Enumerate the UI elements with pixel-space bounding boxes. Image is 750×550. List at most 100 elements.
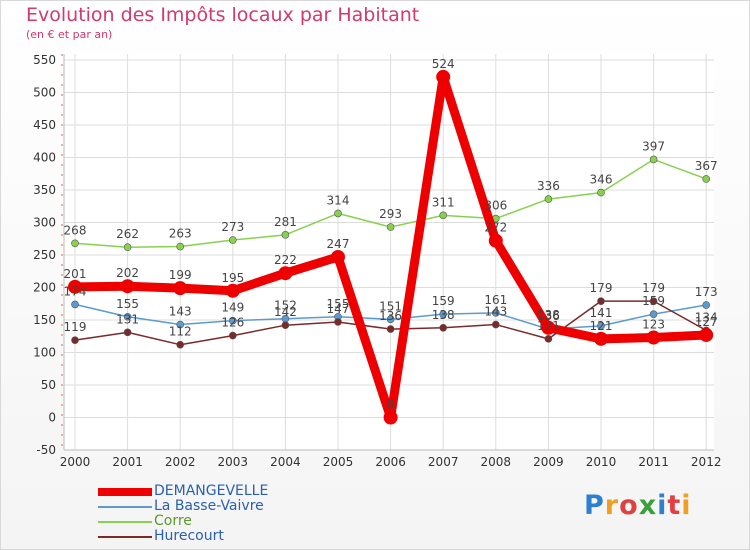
y-tick-label: 400 xyxy=(33,151,56,165)
y-tick-label: 100 xyxy=(33,346,56,360)
data-point-hurecourt xyxy=(123,328,132,337)
data-point-demangevelle xyxy=(436,69,451,84)
data-point-corre xyxy=(439,211,448,220)
logo-letter: x xyxy=(638,490,658,521)
data-label-corre: 367 xyxy=(695,159,718,173)
data-point-demangevelle xyxy=(173,281,188,296)
data-label-hurecourt: 121 xyxy=(537,319,560,333)
data-point-corre xyxy=(334,209,342,218)
y-tick-label: 200 xyxy=(33,281,56,295)
y-tick-label: 350 xyxy=(33,183,56,197)
data-label-hurecourt: 142 xyxy=(274,305,297,319)
data-label-la-basse-vaivre: 159 xyxy=(432,294,455,308)
data-label-hurecourt: 179 xyxy=(642,281,665,295)
data-point-corre xyxy=(229,236,237,244)
data-point-la-basse-vaivre xyxy=(491,309,500,317)
data-point-corre xyxy=(649,155,658,164)
y-tick-label: 250 xyxy=(33,248,56,262)
logo-letter: P xyxy=(584,490,605,521)
data-label-demangevelle: 0 xyxy=(387,398,395,412)
data-label-demangevelle: 524 xyxy=(432,57,455,71)
data-point-la-basse-vaivre xyxy=(439,310,448,318)
data-label-la-basse-vaivre: 173 xyxy=(695,285,718,299)
logo-letter: r xyxy=(604,490,620,521)
legend-swatch xyxy=(98,535,152,538)
data-point-demangevelle xyxy=(383,410,398,425)
data-point-hurecourt xyxy=(281,321,290,330)
data-label-corre: 273 xyxy=(221,220,244,234)
y-tick-label: 500 xyxy=(33,86,56,100)
y-tick-label: 0 xyxy=(48,411,56,425)
data-label-demangevelle: 195 xyxy=(221,271,244,285)
data-label-hurecourt: 143 xyxy=(484,305,507,319)
data-label-corre: 281 xyxy=(274,215,297,229)
data-point-la-basse-vaivre xyxy=(229,316,237,325)
data-label-la-basse-vaivre: 161 xyxy=(484,293,507,307)
data-point-hurecourt xyxy=(386,325,395,333)
data-label-hurecourt: 126 xyxy=(221,316,244,330)
data-label-demangevelle: 127 xyxy=(695,315,718,329)
data-point-corre xyxy=(71,239,79,248)
data-point-demangevelle xyxy=(646,330,661,345)
y-tick-label: 50 xyxy=(41,378,56,392)
data-point-hurecourt xyxy=(544,335,553,343)
x-tick-label: 2000 xyxy=(60,455,91,469)
data-point-demangevelle xyxy=(331,249,345,264)
data-label-la-basse-vaivre: 151 xyxy=(379,299,402,313)
data-label-corre: 263 xyxy=(169,227,192,241)
data-label-la-basse-vaivre: 155 xyxy=(116,297,139,311)
data-label-demangevelle: 201 xyxy=(64,267,87,281)
data-point-demangevelle xyxy=(68,279,82,294)
data-point-corre xyxy=(597,188,605,197)
data-point-la-basse-vaivre xyxy=(386,315,395,324)
data-label-hurecourt: 179 xyxy=(590,281,613,295)
data-label-la-basse-vaivre: 149 xyxy=(221,301,244,315)
data-label-hurecourt: 131 xyxy=(116,312,139,326)
logo-letter: t xyxy=(667,490,682,521)
legend-label: La Basse-Vaivre xyxy=(154,498,264,514)
data-point-corre xyxy=(544,195,553,203)
data-label-demangevelle: 123 xyxy=(642,318,665,332)
data-label-demangevelle: 121 xyxy=(590,319,613,333)
data-point-la-basse-vaivre xyxy=(176,320,184,329)
x-tick-label: 2003 xyxy=(218,455,249,469)
data-label-hurecourt: 147 xyxy=(327,302,350,316)
data-label-demangevelle: 138 xyxy=(537,308,560,322)
data-label-corre: 268 xyxy=(64,223,87,237)
data-point-corre xyxy=(702,175,711,183)
legend-label: Hurecourt xyxy=(154,528,224,544)
data-label-corre: 293 xyxy=(379,207,402,221)
y-tick-label: 550 xyxy=(33,53,56,67)
data-label-la-basse-vaivre: 152 xyxy=(274,299,297,313)
x-tick-label: 2008 xyxy=(481,455,512,469)
x-tick-label: 2010 xyxy=(586,455,617,469)
data-label-corre: 306 xyxy=(484,199,507,213)
data-label-demangevelle: 222 xyxy=(274,253,297,267)
data-point-hurecourt xyxy=(229,331,237,340)
y-tick-label: 300 xyxy=(33,216,56,230)
data-point-la-basse-vaivre xyxy=(71,300,79,309)
logo-letter: o xyxy=(619,490,639,521)
data-label-hurecourt: 134 xyxy=(695,310,718,324)
data-point-hurecourt xyxy=(334,318,342,326)
data-label-la-basse-vaivre: 143 xyxy=(169,305,192,319)
data-label-corre: 262 xyxy=(116,227,139,241)
data-point-la-basse-vaivre xyxy=(649,310,658,318)
legend-label: DEMANGEVELLE xyxy=(154,483,269,499)
data-point-hurecourt xyxy=(176,340,184,349)
plot-area xyxy=(64,54,714,450)
x-tick-label: 2005 xyxy=(323,455,354,469)
data-point-hurecourt xyxy=(597,297,605,305)
proxiti-logo: Proxiti xyxy=(584,490,692,521)
data-point-corre xyxy=(281,231,290,239)
x-tick-label: 2004 xyxy=(270,455,301,469)
data-point-demangevelle xyxy=(541,320,556,335)
data-label-demangevelle: 202 xyxy=(116,266,139,280)
data-point-demangevelle xyxy=(699,327,714,342)
data-label-la-basse-vaivre: 136 xyxy=(537,309,560,323)
data-label-corre: 314 xyxy=(327,193,350,207)
data-label-hurecourt: 138 xyxy=(432,308,455,322)
data-point-la-basse-vaivre xyxy=(123,312,132,321)
data-label-la-basse-vaivre: 141 xyxy=(590,306,613,320)
